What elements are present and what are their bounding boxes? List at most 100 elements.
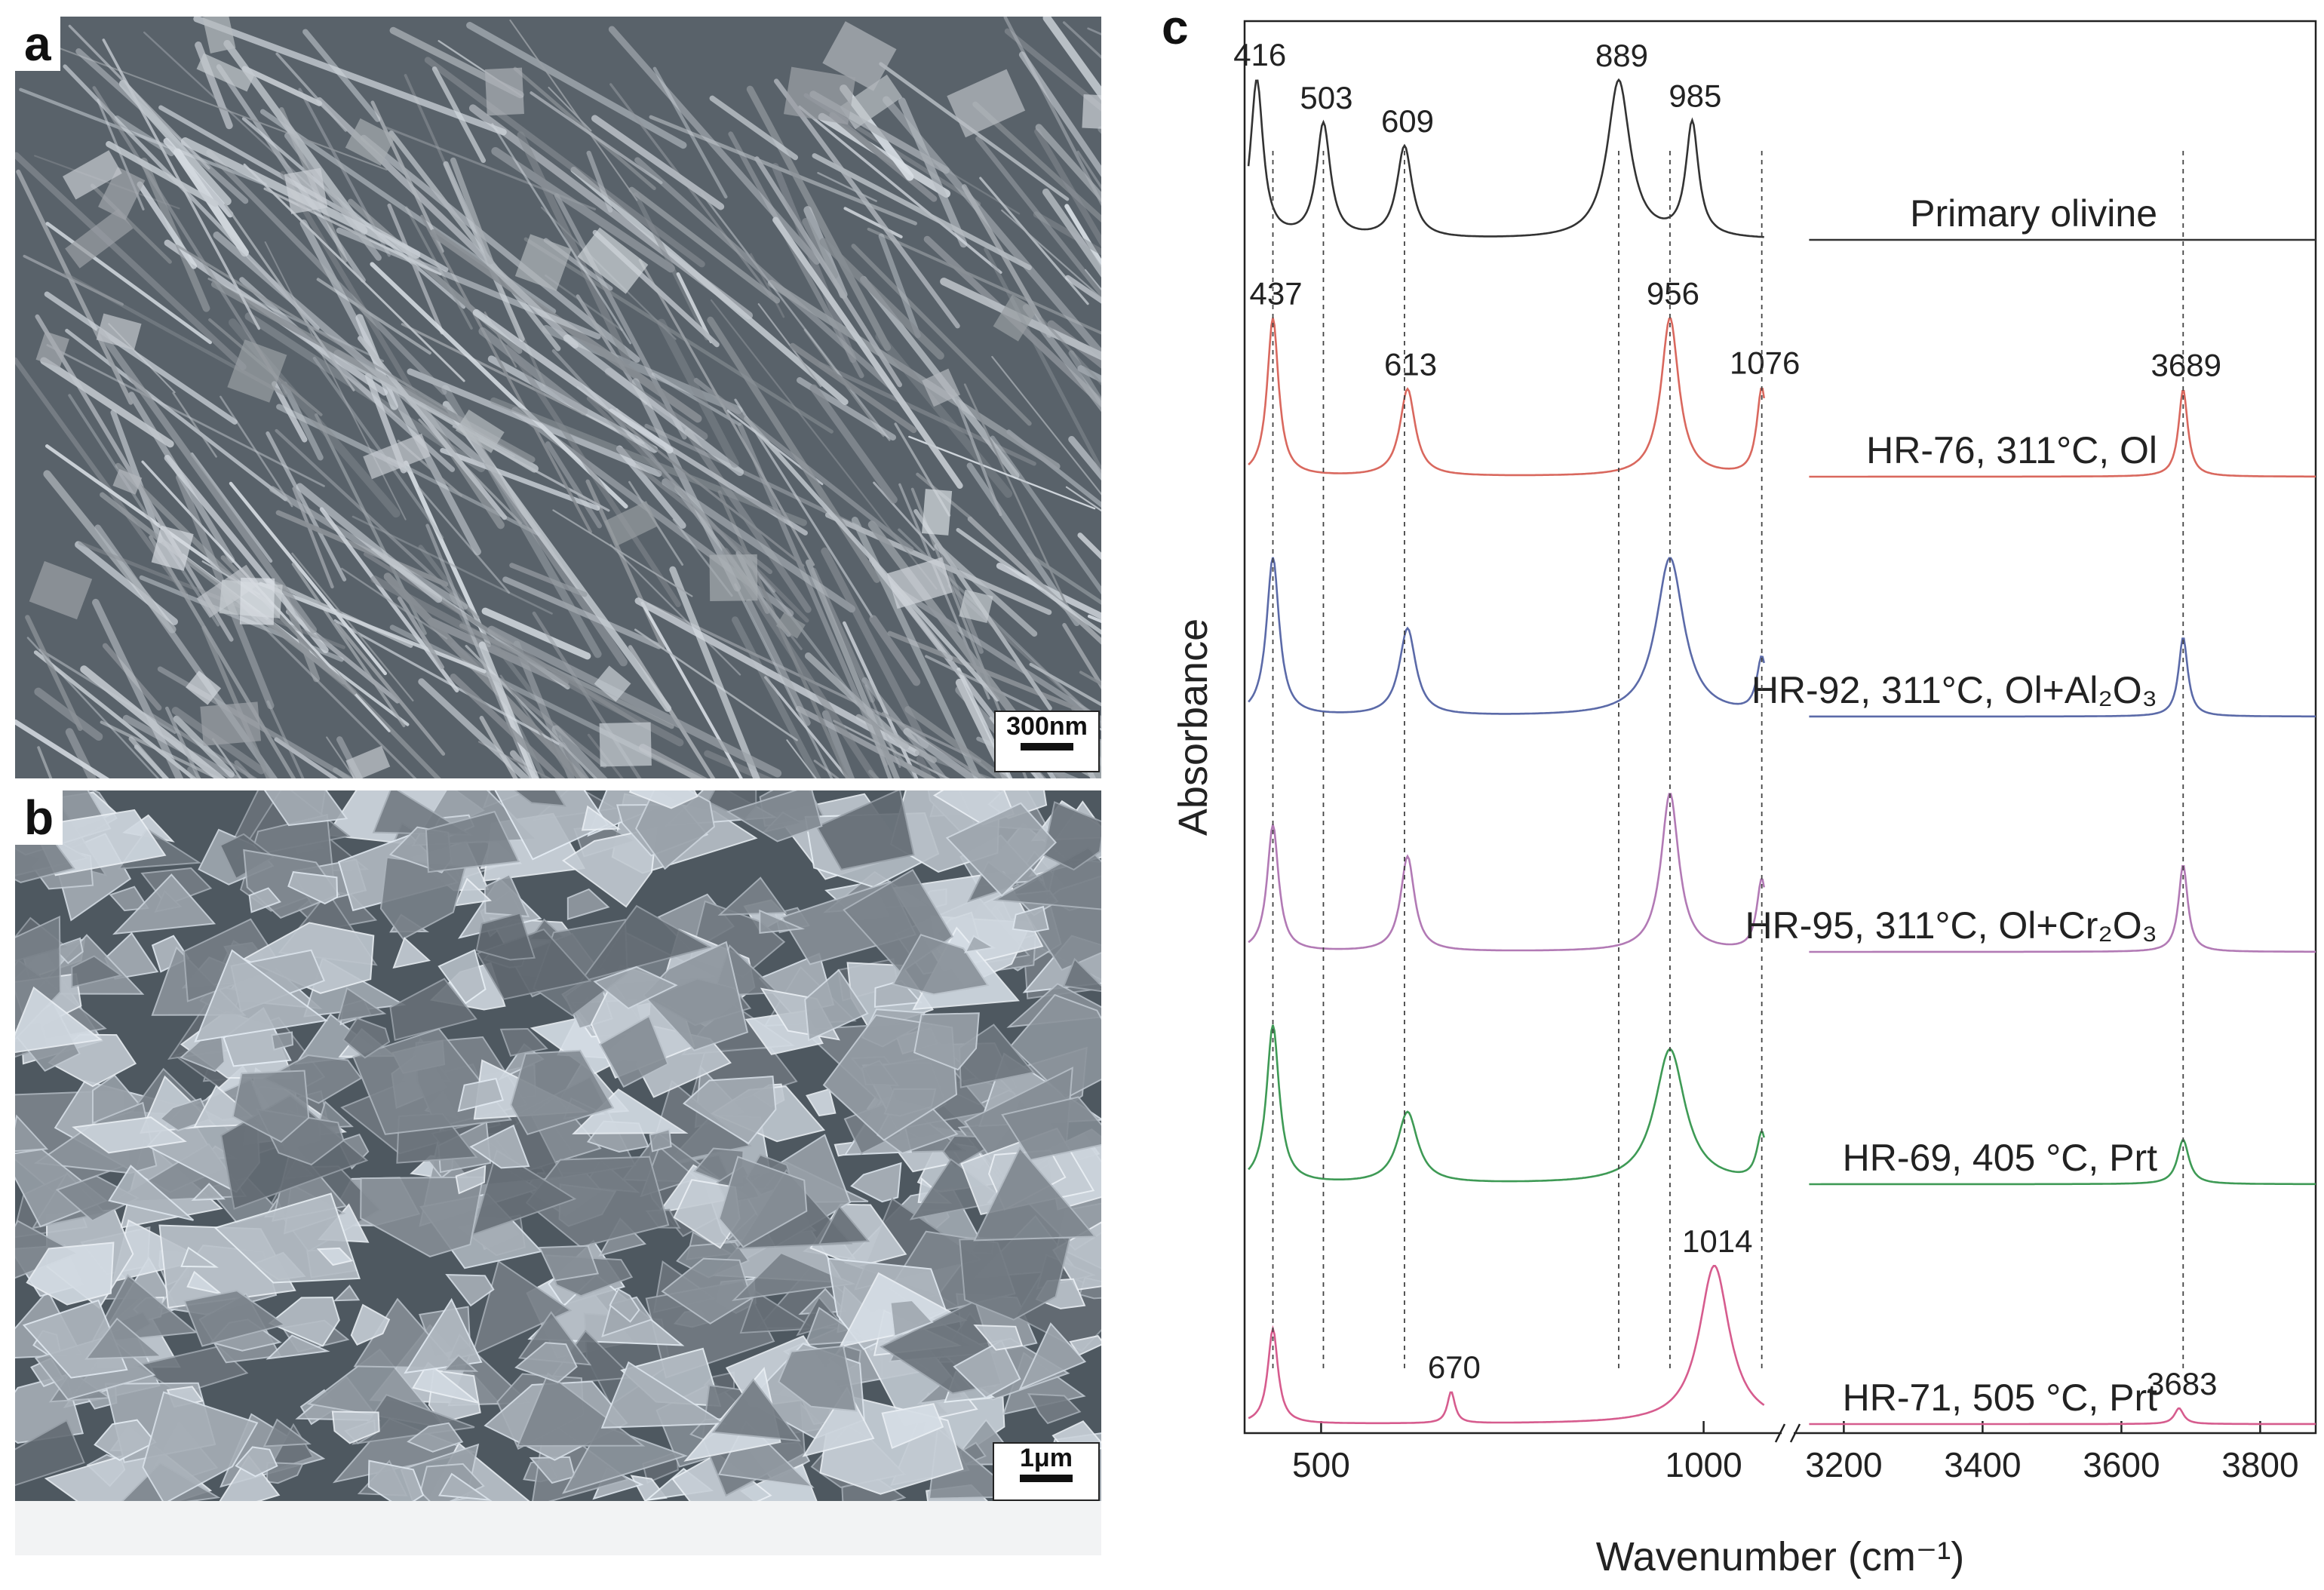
platelet — [227, 339, 287, 403]
spectrum-line — [1809, 637, 2316, 718]
flake — [802, 1386, 875, 1457]
fiber — [701, 192, 891, 441]
fiber — [587, 733, 624, 778]
panel-letter-a: a — [15, 17, 60, 71]
platelet — [455, 410, 505, 453]
flake — [959, 1236, 1071, 1321]
scale-bar-label-b: 1μm — [1020, 1444, 1073, 1472]
fiber — [102, 38, 261, 330]
fiber — [746, 85, 892, 351]
peak-label: 437 — [1249, 275, 1302, 311]
flake — [180, 1035, 226, 1073]
flake — [412, 1361, 479, 1404]
fiber — [387, 456, 541, 536]
fiber — [1001, 209, 1101, 299]
fiber — [734, 398, 873, 618]
fiber — [241, 66, 323, 106]
fiber — [326, 736, 356, 778]
spectrum-line — [1248, 557, 1765, 715]
fiber — [75, 48, 249, 204]
fiber — [173, 715, 235, 778]
sem-texture-fibers — [15, 17, 1101, 778]
fiber — [397, 596, 444, 670]
flake — [661, 1257, 753, 1324]
flake — [437, 949, 487, 1005]
fiber — [34, 687, 103, 741]
flake — [499, 1027, 548, 1057]
fiber — [491, 123, 632, 345]
flake — [442, 1354, 479, 1372]
flake — [1027, 1393, 1082, 1425]
flake — [717, 876, 787, 916]
spectrum-line — [1809, 390, 2316, 478]
fiber — [450, 673, 566, 778]
flake — [494, 790, 609, 861]
fiber — [813, 760, 840, 778]
fiber — [951, 388, 1002, 517]
fiber — [1042, 17, 1101, 101]
flake — [1001, 1096, 1101, 1162]
fiber — [266, 700, 305, 778]
x-tick-label: 3400 — [1944, 1445, 2021, 1484]
fiber — [420, 214, 592, 533]
fiber — [15, 719, 110, 778]
spectrum-line — [1248, 1024, 1765, 1183]
platelet — [594, 665, 631, 702]
fiber — [280, 170, 431, 422]
flake — [268, 1296, 340, 1347]
flake — [336, 987, 387, 1022]
fiber — [128, 736, 169, 778]
flake — [94, 1419, 157, 1461]
fiber — [644, 423, 860, 529]
fiber — [633, 192, 710, 341]
panel-letter-b: b — [15, 790, 63, 845]
flake — [973, 1146, 1097, 1242]
platelet — [29, 560, 93, 620]
flake — [818, 1205, 870, 1245]
fiber — [334, 622, 446, 756]
platelet — [65, 208, 134, 269]
flake — [711, 1378, 801, 1442]
flake — [718, 1156, 808, 1248]
fiber — [513, 640, 576, 778]
fiber — [570, 166, 849, 406]
platelet — [186, 671, 222, 705]
fiber — [418, 487, 511, 594]
x-tick-label: 3800 — [2221, 1445, 2298, 1484]
fiber — [206, 149, 447, 395]
fiber — [383, 572, 588, 778]
fiber — [869, 615, 921, 686]
flake — [806, 1088, 837, 1117]
fiber — [360, 134, 640, 363]
flake — [360, 1176, 484, 1257]
fiber — [34, 155, 180, 210]
fiber — [693, 377, 914, 552]
flake — [1042, 801, 1101, 871]
platelet — [822, 21, 897, 91]
fiber — [829, 112, 938, 202]
fiber — [523, 237, 834, 434]
flake — [71, 955, 123, 988]
flake — [266, 1462, 304, 1484]
fiber — [296, 483, 443, 603]
flake — [683, 1076, 777, 1145]
flake — [180, 1246, 219, 1268]
platelet — [604, 501, 659, 547]
fiber — [193, 17, 507, 136]
flake — [471, 1149, 577, 1236]
fiber — [709, 95, 799, 161]
fiber — [817, 172, 877, 202]
flake — [15, 1419, 85, 1487]
flake — [445, 1274, 495, 1307]
platelet — [775, 612, 806, 639]
fiber — [710, 299, 938, 590]
fiber — [106, 141, 219, 207]
fiber — [370, 576, 684, 747]
fiber — [243, 163, 465, 382]
fiber — [298, 87, 391, 257]
platelet — [840, 74, 903, 130]
fiber — [163, 137, 234, 218]
flake — [953, 1340, 1021, 1399]
platelet — [200, 701, 261, 746]
platelet — [922, 368, 961, 407]
